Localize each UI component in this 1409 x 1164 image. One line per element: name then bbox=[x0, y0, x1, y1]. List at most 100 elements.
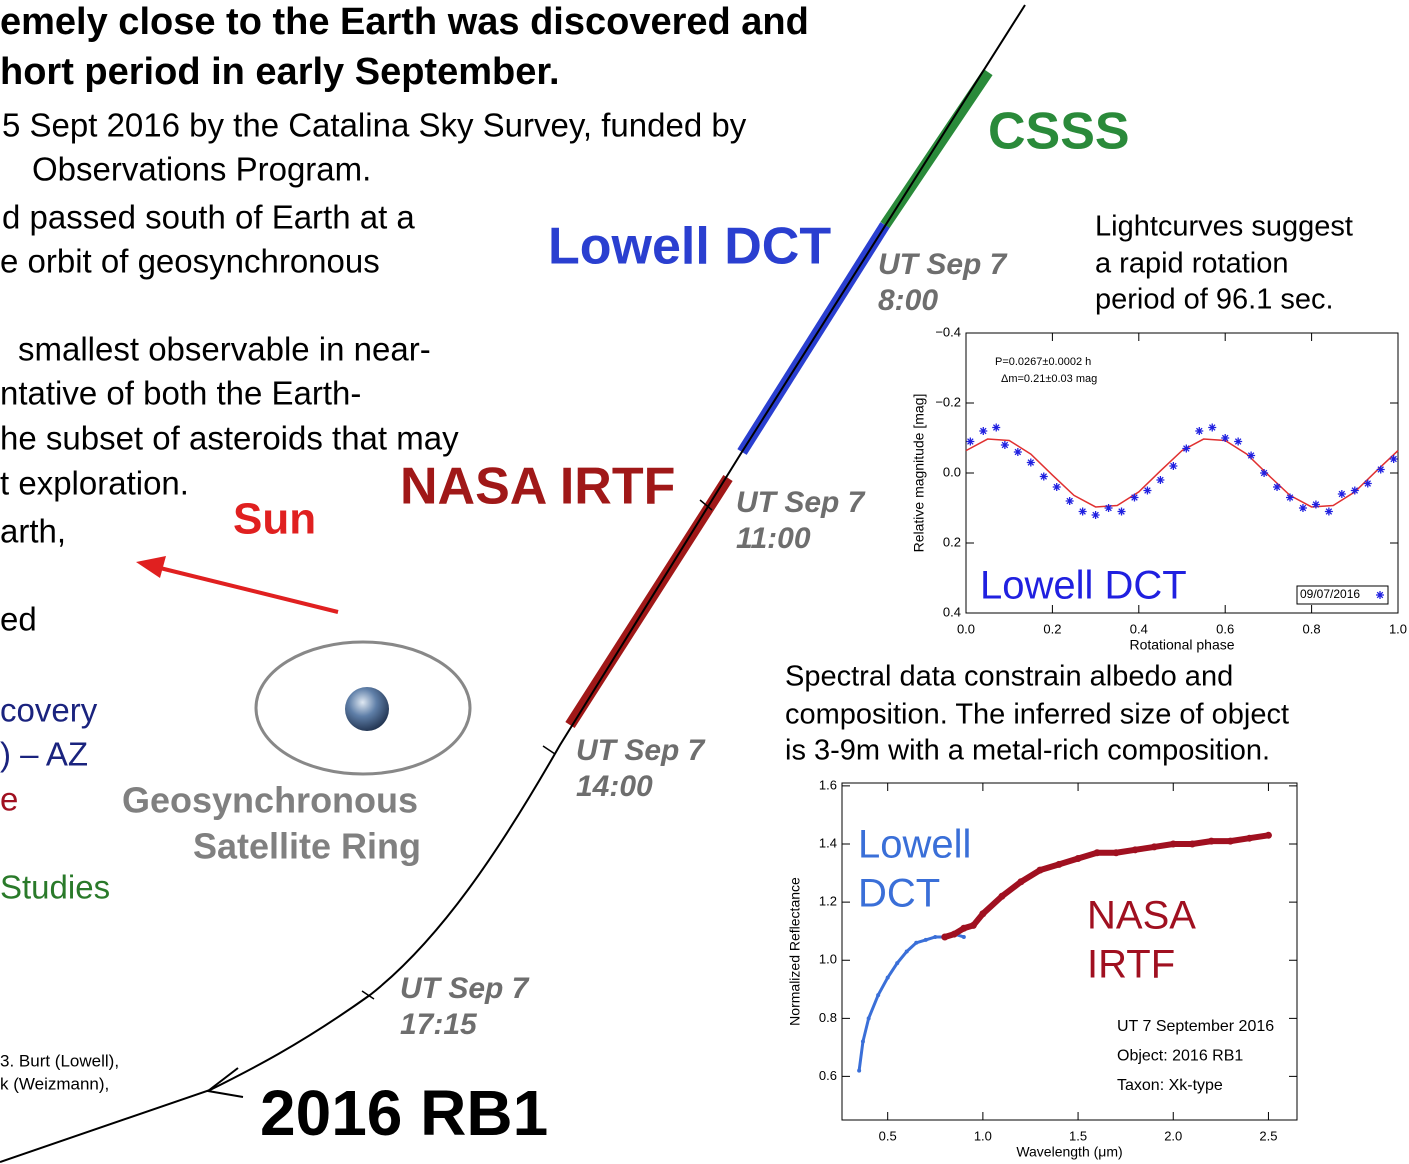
data-point bbox=[1260, 469, 1268, 477]
data-point bbox=[1195, 427, 1203, 435]
caption-line: period of 96.1 sec. bbox=[1095, 284, 1334, 316]
time-label: 8:00 bbox=[878, 284, 938, 317]
data-point bbox=[1234, 438, 1242, 446]
body-line: Observations Program. bbox=[32, 151, 371, 188]
series-label: NASA bbox=[1087, 894, 1196, 938]
annotation: Object: 2016 RB1 bbox=[1117, 1048, 1243, 1065]
spectrum-point bbox=[960, 925, 967, 932]
spectrum-point bbox=[1208, 838, 1215, 845]
data-point bbox=[1377, 466, 1385, 474]
data-point bbox=[1325, 508, 1333, 516]
y-tick-label: 0.4 bbox=[943, 604, 961, 619]
data-point bbox=[1182, 445, 1190, 453]
y-tick-label: −0.4 bbox=[935, 324, 961, 339]
body-line: arth, bbox=[0, 513, 66, 550]
data-point bbox=[1092, 511, 1100, 519]
spectrum-point bbox=[905, 950, 909, 954]
spectrum-point bbox=[979, 910, 986, 917]
spectrum-point bbox=[1017, 878, 1024, 885]
spectrum-point bbox=[1132, 846, 1139, 853]
time-label: UT Sep 7 bbox=[736, 486, 866, 519]
spectrum-point bbox=[886, 976, 890, 980]
series-label: IRTF bbox=[1087, 943, 1175, 987]
spectrum-point bbox=[895, 961, 899, 965]
x-tick-label: 0.6 bbox=[1216, 621, 1234, 636]
sponsor-line: e bbox=[0, 781, 18, 818]
data-point bbox=[1312, 501, 1320, 509]
data-point bbox=[979, 427, 987, 435]
x-tick-label: 2.0 bbox=[1164, 1128, 1182, 1143]
y-tick-label: 0.0 bbox=[943, 464, 961, 479]
spectrum-point bbox=[1189, 841, 1196, 848]
data-point bbox=[1027, 459, 1035, 467]
telescope-label: Lowell DCT bbox=[548, 218, 831, 276]
body-line: t exploration. bbox=[0, 465, 189, 502]
data-point bbox=[1014, 448, 1022, 456]
data-point bbox=[1273, 483, 1281, 491]
annotation: UT 7 September 2016 bbox=[1117, 1018, 1274, 1035]
y-tick-label: 0.8 bbox=[819, 1010, 837, 1025]
spectrum-point bbox=[951, 931, 958, 938]
data-point bbox=[1143, 487, 1151, 495]
chart-label: Lowell DCT bbox=[980, 564, 1187, 608]
x-tick-label: 0.4 bbox=[1130, 621, 1148, 636]
data-point bbox=[1040, 473, 1048, 481]
sun-label: Sun bbox=[233, 495, 316, 544]
spectrum-point bbox=[1113, 849, 1120, 856]
x-tick-label: 2.5 bbox=[1259, 1128, 1277, 1143]
page: emely close to the Earth was discovered … bbox=[0, 0, 1409, 1164]
time-label: 14:00 bbox=[576, 770, 653, 803]
y-tick-label: 1.6 bbox=[819, 777, 837, 792]
data-point bbox=[966, 438, 974, 446]
body-line: smallest observable in near- bbox=[18, 331, 431, 368]
annotation: Δm=0.21±0.03 mag bbox=[1001, 373, 1097, 385]
body-line: he subset of asteroids that may bbox=[0, 420, 459, 457]
data-point bbox=[1156, 476, 1164, 484]
body-line: ed bbox=[0, 601, 37, 638]
spectrum-point bbox=[867, 1016, 871, 1020]
slide: emely close to the Earth was discovered … bbox=[0, 0, 1409, 1164]
series-label: DCT bbox=[858, 872, 940, 916]
spectrum-point bbox=[876, 993, 880, 997]
credit-line: 3. Burt (Lowell), bbox=[0, 1051, 119, 1070]
annotation: P=0.0267±0.0002 h bbox=[995, 356, 1091, 368]
y-axis-label: Relative magnitude [mag] bbox=[911, 394, 927, 553]
spectrum-point bbox=[1265, 832, 1272, 839]
arrow-head bbox=[136, 556, 166, 578]
data-point bbox=[1247, 452, 1255, 460]
spectrum-point bbox=[1151, 843, 1158, 850]
caption-line: is 3-9m with a metal-rich composition. bbox=[785, 735, 1270, 767]
spectrum-point bbox=[1170, 841, 1177, 848]
y-tick-label: 0.2 bbox=[943, 534, 961, 549]
caption-line: composition. The inferred size of object bbox=[785, 699, 1289, 731]
body-line: ntative of both the Earth- bbox=[0, 375, 361, 412]
x-axis-label: Rotational phase bbox=[1129, 637, 1234, 653]
data-point bbox=[1001, 441, 1009, 449]
spectrum-point bbox=[1036, 867, 1043, 874]
spectrum-point bbox=[857, 1069, 861, 1073]
body-line: e orbit of geosynchronous bbox=[0, 243, 380, 280]
body-line: 5 Sept 2016 by the Catalina Sky Survey, … bbox=[2, 107, 747, 144]
data-point bbox=[1130, 494, 1138, 502]
spectrum-line bbox=[859, 934, 964, 1071]
caption-line: Spectral data constrain albedo and bbox=[785, 661, 1233, 693]
spectrum-point bbox=[1056, 861, 1063, 868]
data-point bbox=[1066, 497, 1074, 505]
sponsor-line: Studies bbox=[0, 869, 110, 906]
ring-label: Geosynchronous bbox=[122, 780, 418, 821]
time-label: UT Sep 7 bbox=[878, 248, 1008, 281]
spectrum-point bbox=[933, 935, 937, 939]
object-label: 2016 RB1 bbox=[260, 1077, 548, 1149]
body-line: d passed south of Earth at a bbox=[2, 199, 415, 236]
title-line: emely close to the Earth was discovered … bbox=[0, 1, 809, 43]
ring-label: Satellite Ring bbox=[193, 826, 421, 867]
time-label: UT Sep 7 bbox=[576, 734, 706, 767]
sun-arrow bbox=[136, 556, 338, 612]
time-label: 17:15 bbox=[400, 1008, 478, 1041]
legend-label: 09/07/2016 bbox=[1300, 587, 1360, 601]
spectrum-point bbox=[914, 941, 918, 945]
arrow-shaft bbox=[160, 568, 338, 612]
spectrum-point bbox=[998, 893, 1005, 900]
y-tick-label: 1.4 bbox=[819, 835, 837, 850]
data-point bbox=[1351, 487, 1359, 495]
